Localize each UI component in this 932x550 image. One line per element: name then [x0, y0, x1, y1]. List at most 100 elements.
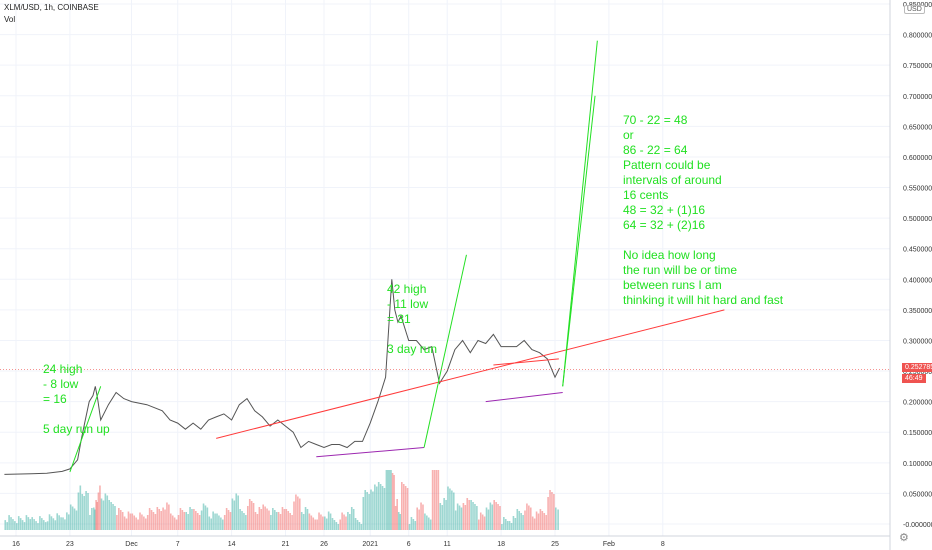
y-tick-label: 0.500000 [903, 216, 932, 223]
trend-line-green [423, 254, 467, 448]
volume-bar [250, 501, 253, 530]
volume-bar [171, 515, 174, 530]
x-tick-label: 25 [551, 541, 559, 548]
volume-bar [476, 506, 478, 530]
volume-bar [529, 507, 532, 530]
volume-bar [118, 508, 120, 530]
volume-bar [343, 514, 345, 530]
symbol-label[interactable]: XLM/USD, 1h, COINBASE [4, 3, 99, 12]
volume-bar [470, 500, 472, 530]
x-tick-label: 11 [444, 541, 451, 548]
volume-bar [42, 520, 45, 530]
volume-bar [535, 511, 538, 530]
volume-bar [522, 515, 524, 530]
volume-bar [216, 513, 218, 530]
volume-bar [275, 512, 278, 530]
volume-bar [75, 510, 78, 530]
currency-badge[interactable]: USD [904, 5, 925, 14]
y-tick-label: 0.350000 [903, 308, 932, 315]
gear-icon[interactable]: ⚙ [899, 532, 909, 544]
annotation-run-two: 42 high - 11 low = 31 3 day run [387, 282, 438, 356]
volume-bar [79, 485, 82, 530]
volume-bar [21, 520, 24, 530]
x-tick-label: Feb [603, 541, 615, 548]
volume-bar [429, 519, 432, 530]
volume-bar [285, 509, 288, 530]
volume-bar [6, 522, 8, 530]
volume-bar [146, 515, 149, 530]
volume-bar [297, 496, 299, 530]
volume-bar [195, 511, 197, 530]
volume-bar [472, 502, 474, 530]
volume-bar [231, 498, 234, 530]
volume-bar [91, 508, 93, 530]
volume-bar [266, 508, 268, 530]
y-tick-label: 0.050000 [903, 491, 932, 498]
volume-bar [468, 500, 470, 530]
volume-bar [210, 518, 213, 530]
y-tick-label: 0.300000 [903, 338, 932, 345]
volume-bar [557, 509, 559, 530]
volume-bar [48, 514, 51, 530]
volume-bar [549, 490, 551, 530]
volume-bar [487, 509, 490, 530]
volume-bar [189, 507, 191, 530]
volume-bar [401, 482, 403, 530]
volume-bar [354, 518, 357, 530]
volume-bar [108, 500, 110, 530]
volume-bar [160, 511, 162, 530]
y-tick-label: 0.550000 [903, 186, 932, 193]
x-tick-label: 18 [497, 541, 505, 548]
volume-bar [14, 521, 16, 530]
volume-bar [410, 517, 413, 530]
volume-bar [243, 513, 245, 530]
volume-bar [272, 508, 274, 530]
y-tick-label: 0.600000 [903, 155, 932, 162]
volume-bar [196, 513, 199, 530]
volume-bar [306, 509, 309, 530]
volume-bar [381, 486, 384, 530]
volume-bar [379, 484, 382, 530]
volume-bar [497, 504, 499, 530]
volume-bar [427, 517, 430, 530]
volume-bar [46, 521, 49, 530]
volume-bar [131, 513, 134, 530]
volume-bar [239, 509, 241, 530]
volume-bar [466, 498, 469, 530]
volume-bar [202, 503, 205, 530]
volume-bar [248, 499, 251, 530]
annotation-run-one: 24 high - 8 low = 16 5 day run up [43, 362, 110, 436]
volume-bar [383, 488, 386, 530]
volume-bar [495, 502, 497, 530]
volume-bar [493, 500, 495, 530]
volume-bar [220, 517, 222, 530]
volume-bar [547, 497, 549, 530]
volume-bar [402, 484, 405, 530]
volume-bar [464, 505, 467, 530]
volume-indicator-label[interactable]: Vol [4, 15, 16, 24]
volume-bar [454, 510, 457, 530]
volume-bar [390, 470, 392, 530]
volume-bar [191, 509, 193, 530]
volume-bar [349, 514, 351, 530]
volume-bar [175, 519, 178, 530]
volume-bar [127, 511, 130, 530]
volume-bar [137, 519, 139, 530]
volume-bar [539, 509, 542, 530]
volume-bar [304, 507, 307, 530]
volume-bar [512, 516, 515, 530]
volume-bar [181, 510, 184, 530]
volume-bar [537, 513, 540, 530]
volume-bar [310, 515, 313, 530]
volume-bar [501, 524, 503, 530]
volume-bar [264, 506, 266, 530]
x-tick-label: 14 [228, 541, 236, 548]
x-tick-label: 21 [282, 541, 290, 548]
volume-bar [227, 510, 230, 530]
volume-bar [443, 498, 445, 530]
volume-bar [139, 512, 141, 530]
volume-bar [162, 507, 164, 530]
x-tick-label: 2021 [362, 541, 378, 548]
